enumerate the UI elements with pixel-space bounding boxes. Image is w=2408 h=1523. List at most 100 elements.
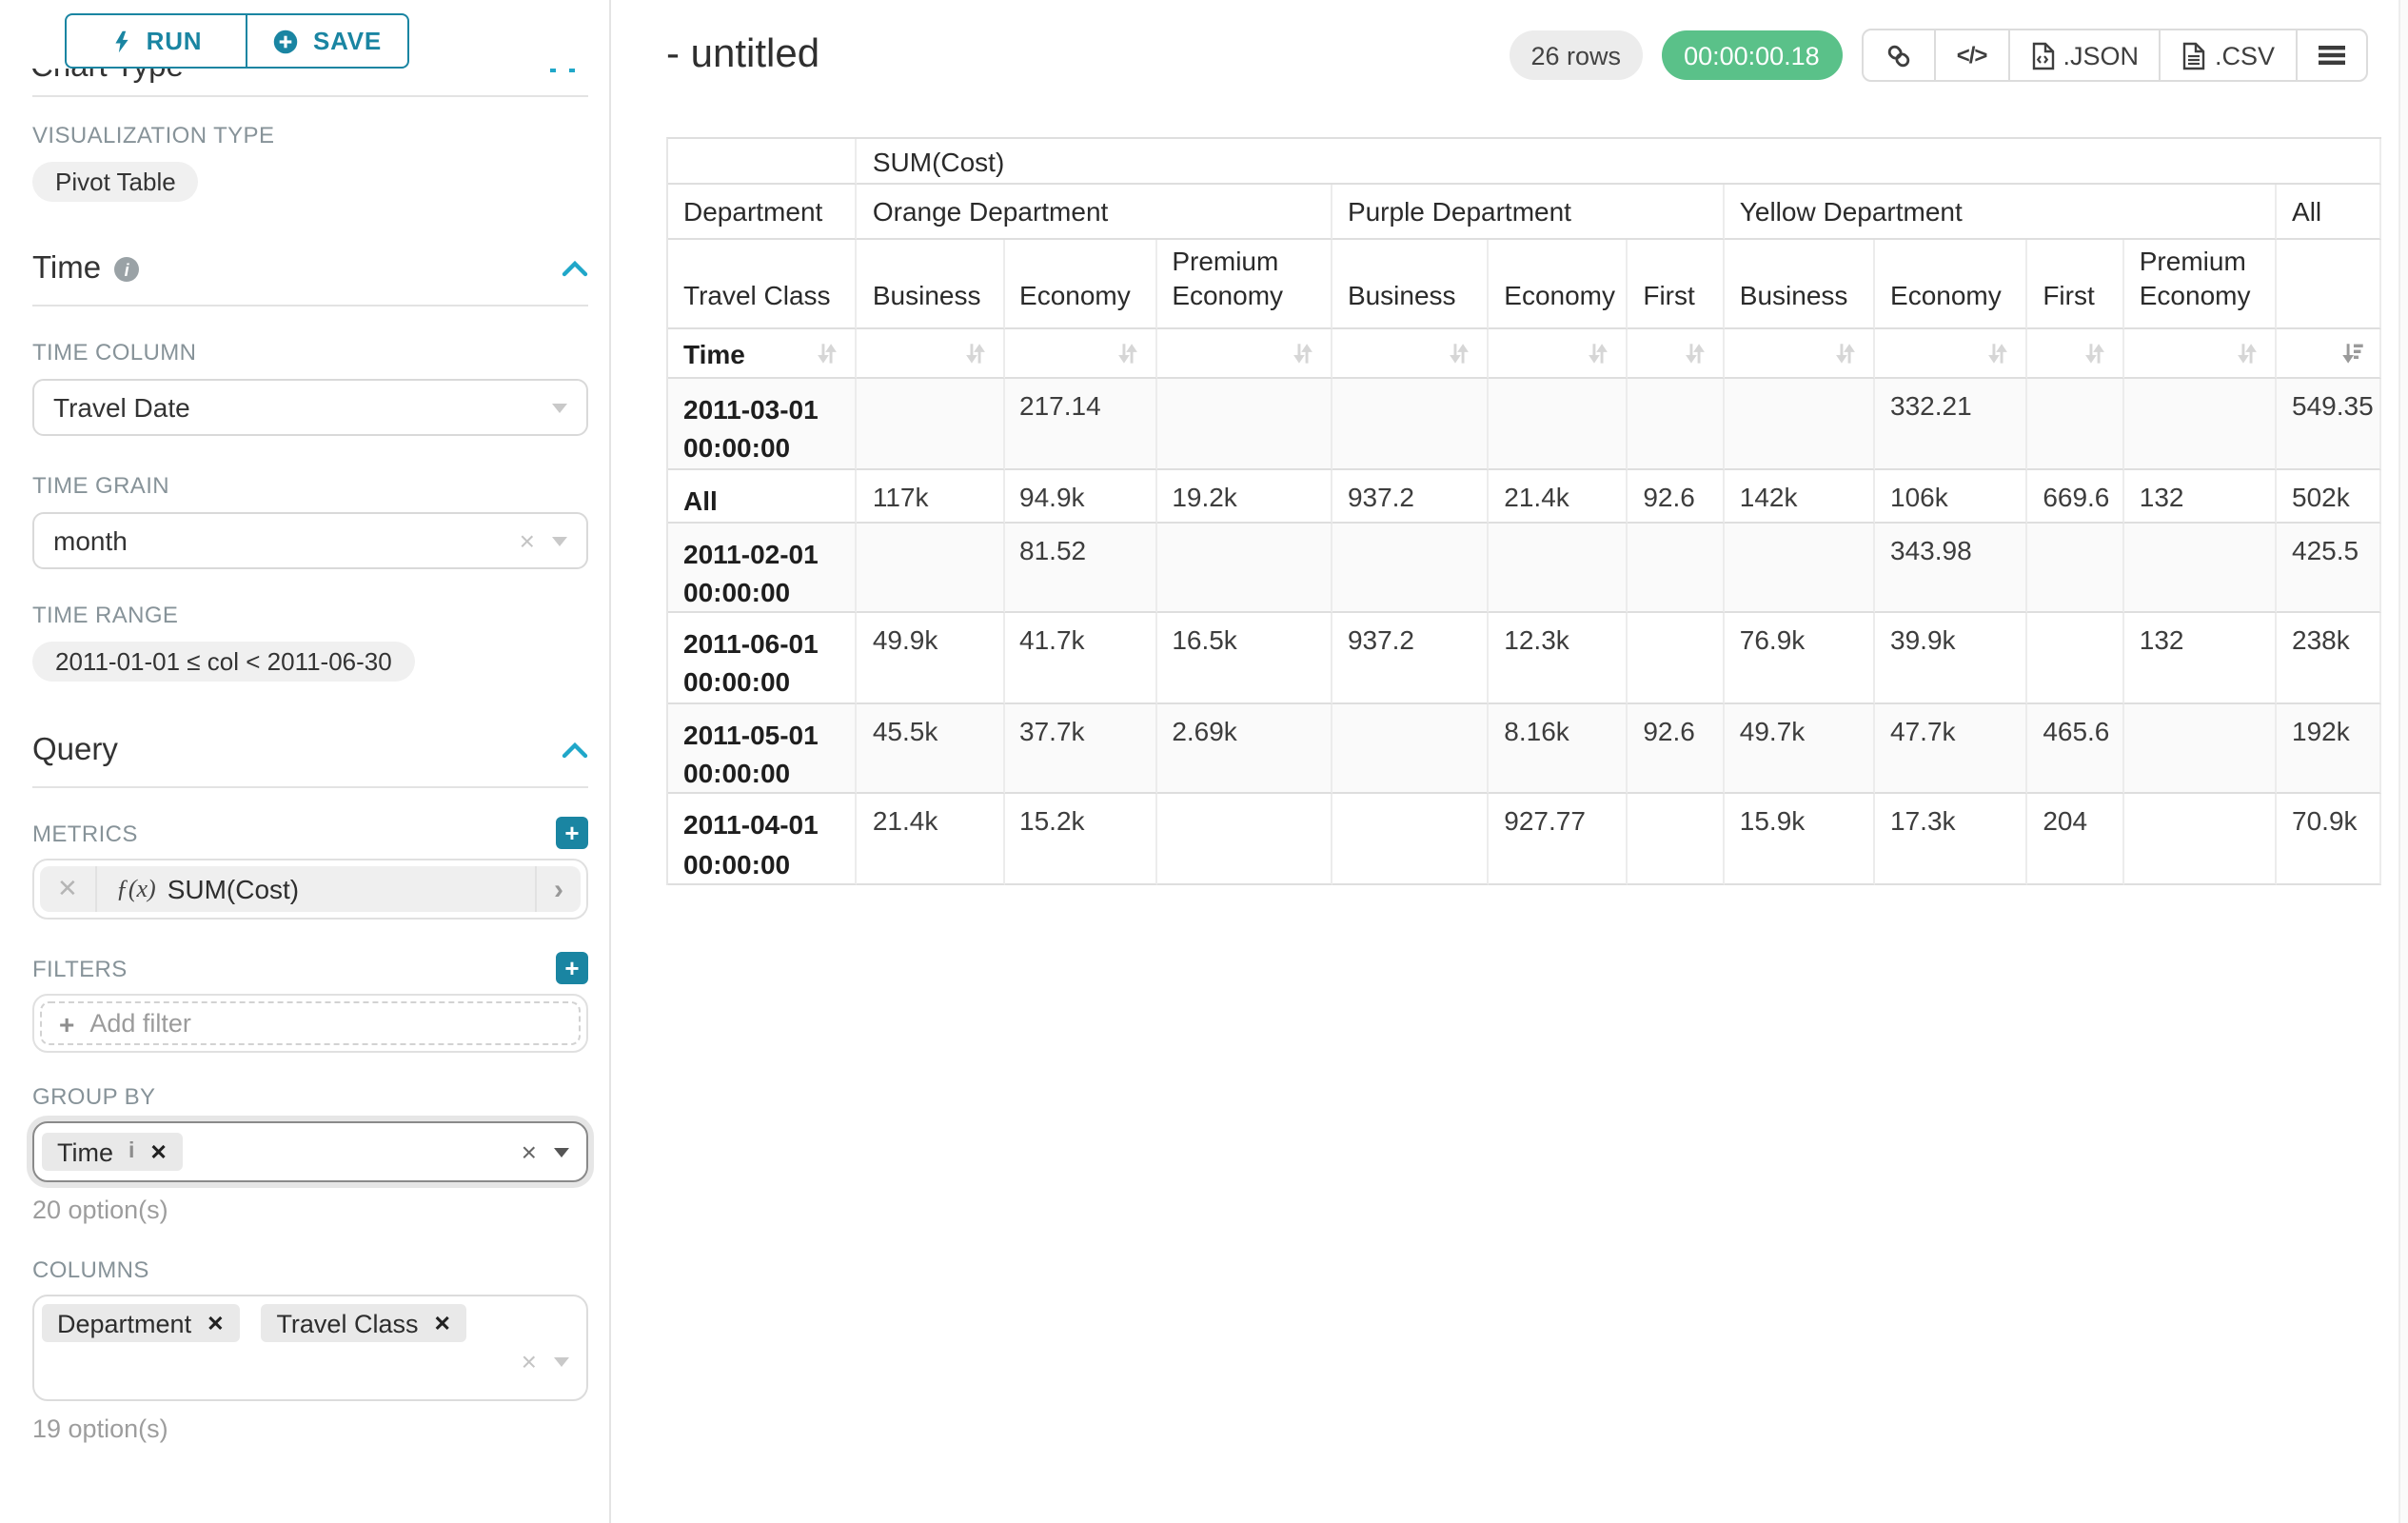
- add-filter-button[interactable]: +: [556, 952, 588, 984]
- time-section-title: Time i: [32, 251, 139, 287]
- pivot-cell: [1489, 379, 1628, 469]
- group-by-options-hint: 20 option(s): [32, 1196, 588, 1224]
- pivot-sort-header[interactable]: [2277, 329, 2381, 379]
- pivot-column-header: Business: [858, 240, 1004, 329]
- save-button[interactable]: SAVE: [246, 13, 409, 69]
- pivot-row-label: 2011-06-01 00:00:00: [668, 613, 858, 703]
- section-divider: [32, 95, 588, 97]
- pivot-cell: [2124, 379, 2277, 469]
- more-options-button[interactable]: [2298, 30, 2366, 80]
- pivot-sort-header[interactable]: [1156, 329, 1332, 379]
- pivot-row-label: 2011-02-01 00:00:00: [668, 523, 858, 613]
- pivot-column-header: Business: [1332, 240, 1489, 329]
- pivot-sort-header[interactable]: [2027, 329, 2123, 379]
- pivot-cell: [2027, 523, 2123, 613]
- sort-icon[interactable]: [1115, 341, 1139, 366]
- clear-icon[interactable]: ×: [522, 1346, 537, 1376]
- time-grain-select[interactable]: month ×: [32, 512, 588, 569]
- sort-icon[interactable]: [2082, 341, 2107, 366]
- remove-metric-icon[interactable]: ✕: [40, 866, 97, 912]
- add-metric-button[interactable]: +: [556, 817, 588, 849]
- pivot-row-label: All: [668, 469, 858, 523]
- visualization-type-pill[interactable]: Pivot Table: [32, 162, 199, 202]
- sort-desc-icon[interactable]: [2339, 341, 2364, 366]
- pivot-row-dimension: Department: [668, 185, 858, 240]
- chart-panel: - untitled 26 rows 00:00:00.18 </> .JSON: [611, 0, 2408, 1523]
- export-csv-button[interactable]: .CSV: [2161, 30, 2298, 80]
- group-by-chip[interactable]: Time i ✕: [42, 1133, 183, 1171]
- remove-chip-icon[interactable]: ✕: [149, 1139, 167, 1164]
- pivot-cell: [1489, 523, 1628, 613]
- share-link-button[interactable]: [1864, 30, 1936, 80]
- pivot-cell: [1628, 795, 1724, 885]
- collapse-chevron-icon[interactable]: [562, 742, 588, 760]
- remove-chip-icon[interactable]: ✕: [207, 1311, 224, 1335]
- pivot-cell: 142k: [1725, 469, 1875, 523]
- pivot-sort-header[interactable]: [1489, 329, 1628, 379]
- pivot-column-header: Premium Economy: [2124, 240, 2277, 329]
- add-filter-dropzone[interactable]: + Add filter: [40, 1001, 581, 1045]
- export-json-button[interactable]: .JSON: [2009, 30, 2161, 80]
- pivot-cell: 132: [2124, 469, 2277, 523]
- pivot-cell: [2124, 704, 2277, 795]
- action-button-group: RUN SAVE: [65, 13, 409, 69]
- clear-icon[interactable]: ×: [520, 525, 535, 556]
- pivot-sort-header[interactable]: [1725, 329, 1875, 379]
- scrollbar-gutter[interactable]: [2398, 0, 2408, 1523]
- pivot-cell: 16.5k: [1156, 613, 1332, 703]
- clear-icon[interactable]: ×: [522, 1137, 537, 1167]
- pivot-cell: [1332, 379, 1489, 469]
- pivot-table-row: All117k94.9k19.2k937.221.4k92.6142k106k6…: [668, 469, 2381, 523]
- pivot-cell: [858, 523, 1004, 613]
- sort-icon[interactable]: [1683, 341, 1707, 366]
- pivot-cell: [1725, 379, 1875, 469]
- sort-icon[interactable]: [1586, 341, 1610, 366]
- sort-icon[interactable]: [1447, 341, 1471, 366]
- sort-icon[interactable]: [1985, 341, 2010, 366]
- pivot-sort-header[interactable]: [2124, 329, 2277, 379]
- chart-title[interactable]: - untitled: [666, 32, 819, 78]
- pivot-cell: [1332, 704, 1489, 795]
- pivot-sort-header[interactable]: [1332, 329, 1489, 379]
- sort-icon[interactable]: [1291, 341, 1315, 366]
- sort-icon[interactable]: [1833, 341, 1858, 366]
- pivot-sort-header[interactable]: [858, 329, 1004, 379]
- time-column-select[interactable]: Travel Date: [32, 379, 588, 436]
- time-range-pill[interactable]: 2011-01-01 ≤ col < 2011-06-30: [32, 642, 415, 682]
- sort-icon[interactable]: [2235, 341, 2260, 366]
- columns-select[interactable]: Department ✕ Travel Class ✕ ×: [32, 1295, 588, 1401]
- remove-chip-icon[interactable]: ✕: [433, 1311, 450, 1335]
- code-icon: </>: [1957, 42, 1987, 69]
- pivot-column-header: Economy: [1004, 240, 1156, 329]
- function-icon: ƒ(x): [116, 874, 156, 904]
- chevron-up-icon[interactable]: [550, 69, 581, 74]
- info-icon[interactable]: i: [128, 1140, 134, 1163]
- group-by-select[interactable]: Time i ✕ ×: [32, 1121, 588, 1182]
- pivot-sort-header[interactable]: [1875, 329, 2027, 379]
- embed-code-button[interactable]: </>: [1936, 30, 2010, 80]
- sort-icon[interactable]: [816, 341, 840, 366]
- columns-options-hint: 19 option(s): [32, 1414, 588, 1443]
- export-button-group: </> .JSON .CSV: [1862, 29, 2368, 82]
- collapse-chevron-icon[interactable]: [562, 261, 588, 278]
- pivot-row-dimension: Time: [668, 329, 858, 379]
- run-button[interactable]: RUN: [65, 13, 247, 69]
- metric-pill[interactable]: ✕ ƒ(x) SUM(Cost) ›: [40, 866, 581, 912]
- pivot-cell: 81.52: [1004, 523, 1156, 613]
- pivot-cell: 21.4k: [858, 795, 1004, 885]
- expand-metric-icon[interactable]: ›: [535, 866, 581, 912]
- columns-chip[interactable]: Department ✕: [42, 1304, 240, 1342]
- pivot-sort-header[interactable]: [1628, 329, 1724, 379]
- row-count-badge: 26 rows: [1510, 30, 1643, 80]
- info-icon[interactable]: i: [114, 257, 139, 282]
- pivot-column-group-header: Yellow Department: [1725, 185, 2277, 240]
- sort-icon[interactable]: [962, 341, 987, 366]
- superset-explore-app: Chart Type RUN SAVE VISUALIZATION TYPE P…: [0, 0, 2408, 1523]
- columns-chip[interactable]: Travel Class ✕: [261, 1304, 465, 1342]
- pivot-sort-header[interactable]: [1004, 329, 1156, 379]
- pivot-cell: 332.21: [1875, 379, 2027, 469]
- section-divider: [32, 786, 588, 788]
- pivot-cell: [2124, 795, 2277, 885]
- query-section-title: Query: [32, 733, 118, 769]
- pivot-cell: [1628, 379, 1724, 469]
